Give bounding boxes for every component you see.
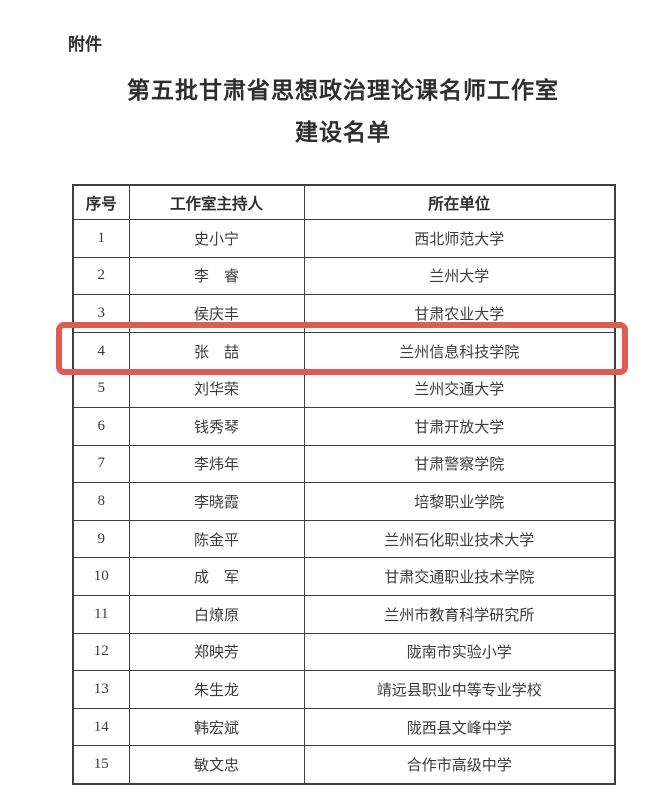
table-row: 12 郑映芳 陇南市实验小学 <box>72 632 616 672</box>
col-header-seq: 序号 <box>72 184 130 220</box>
row-host: 钱秀琴 <box>128 406 305 446</box>
row-unit: 甘肃交通职业技术学院 <box>303 557 616 596</box>
table-header-row: 序号 工作室主持人 所在单位 <box>72 184 616 220</box>
row-host: 韩宏斌 <box>128 707 305 747</box>
row-unit: 兰州交通大学 <box>303 369 616 408</box>
table-row: 10 成 军甘肃交通职业技术学院 <box>72 557 616 596</box>
row-host: 刘华荣 <box>128 369 305 408</box>
row-host: 白燎原 <box>128 594 305 634</box>
row-seq: 5 <box>72 369 130 408</box>
row-host: 侯庆丰 <box>128 294 305 333</box>
row-seq: 15 <box>72 745 130 785</box>
col-header-host: 工作室主持人 <box>128 184 305 220</box>
row-unit: 甘肃警察学院 <box>303 444 616 484</box>
table-row: 1 史小宁 西北师范大学 <box>72 219 616 258</box>
attachment-label: 附件 <box>68 35 102 54</box>
col-header-unit: 所在单位 <box>303 184 616 220</box>
row-seq: 9 <box>72 519 130 559</box>
row-seq: 12 <box>72 632 130 672</box>
row-unit: 西北师范大学 <box>303 219 616 258</box>
row-seq: 6 <box>72 406 130 446</box>
row-seq: 14 <box>72 707 130 747</box>
table-row: 7 李炜年 甘肃警察学院 <box>72 444 616 484</box>
row-unit: 合作市高级中学 <box>303 745 616 785</box>
table-row: 8 李晓霞 培黎职业学院 <box>72 482 616 521</box>
row-seq: 2 <box>72 256 130 296</box>
row-unit: 兰州大学 <box>303 256 616 296</box>
row-unit: 甘肃农业大学 <box>303 294 616 333</box>
row-seq: 10 <box>72 557 130 596</box>
table-row: 6 钱秀琴 甘肃开放大学 <box>72 406 616 446</box>
row-host: 张 喆 <box>128 331 305 371</box>
row-host: 陈金平 <box>128 519 305 559</box>
row-unit: 培黎职业学院 <box>303 482 616 521</box>
roster-table: 序号 工作室主持人 所在单位 1 史小宁 西北师范大学 2 李 睿兰州大学 3 侯庆丰 甘肃农… <box>72 184 616 785</box>
row-seq: 4 <box>72 331 130 371</box>
row-unit: 兰州石化职业技术大学 <box>303 519 616 559</box>
table-row: 11 白燎原 兰州市教育科学研究所 <box>72 594 616 634</box>
row-seq: 8 <box>72 482 130 521</box>
row-host: 郑映芳 <box>128 632 305 672</box>
row-host: 朱生龙 <box>128 670 305 709</box>
row-seq: 11 <box>72 594 130 634</box>
table-row: 15 敏文忠 合作市高级中学 <box>72 745 616 785</box>
row-seq: 7 <box>72 444 130 484</box>
row-unit: 兰州信息科技学院 <box>303 331 616 371</box>
row-unit: 靖远县职业中等专业学校 <box>303 670 616 709</box>
row-host: 李炜年 <box>128 444 305 484</box>
table-row: 3 侯庆丰 甘肃农业大学 <box>72 294 616 333</box>
row-host: 成 军 <box>128 557 305 596</box>
table-row: 5 刘华荣 兰州交通大学 <box>72 369 616 408</box>
row-seq: 1 <box>72 219 130 258</box>
table-row: 14 韩宏斌 陇西县文峰中学 <box>72 707 616 747</box>
row-unit: 兰州市教育科学研究所 <box>303 594 616 634</box>
document-title-line1: 第五批甘肃省思想政治理论课名师工作室 <box>127 78 559 103</box>
row-seq: 3 <box>72 294 130 333</box>
row-host: 李晓霞 <box>128 482 305 521</box>
row-unit: 甘肃开放大学 <box>303 406 616 446</box>
table-row: 9 陈金平 兰州石化职业技术大学 <box>72 519 616 559</box>
row-host: 史小宁 <box>128 219 305 258</box>
document-title-line2: 建设名单 <box>295 120 391 145</box>
row-unit: 陇南市实验小学 <box>303 632 616 672</box>
table-row: 13 朱生龙 靖远县职业中等专业学校 <box>72 670 616 709</box>
row-unit: 陇西县文峰中学 <box>303 707 616 747</box>
row-seq: 13 <box>72 670 130 709</box>
row-host: 李 睿 <box>128 256 305 296</box>
row-host: 敏文忠 <box>128 745 305 785</box>
